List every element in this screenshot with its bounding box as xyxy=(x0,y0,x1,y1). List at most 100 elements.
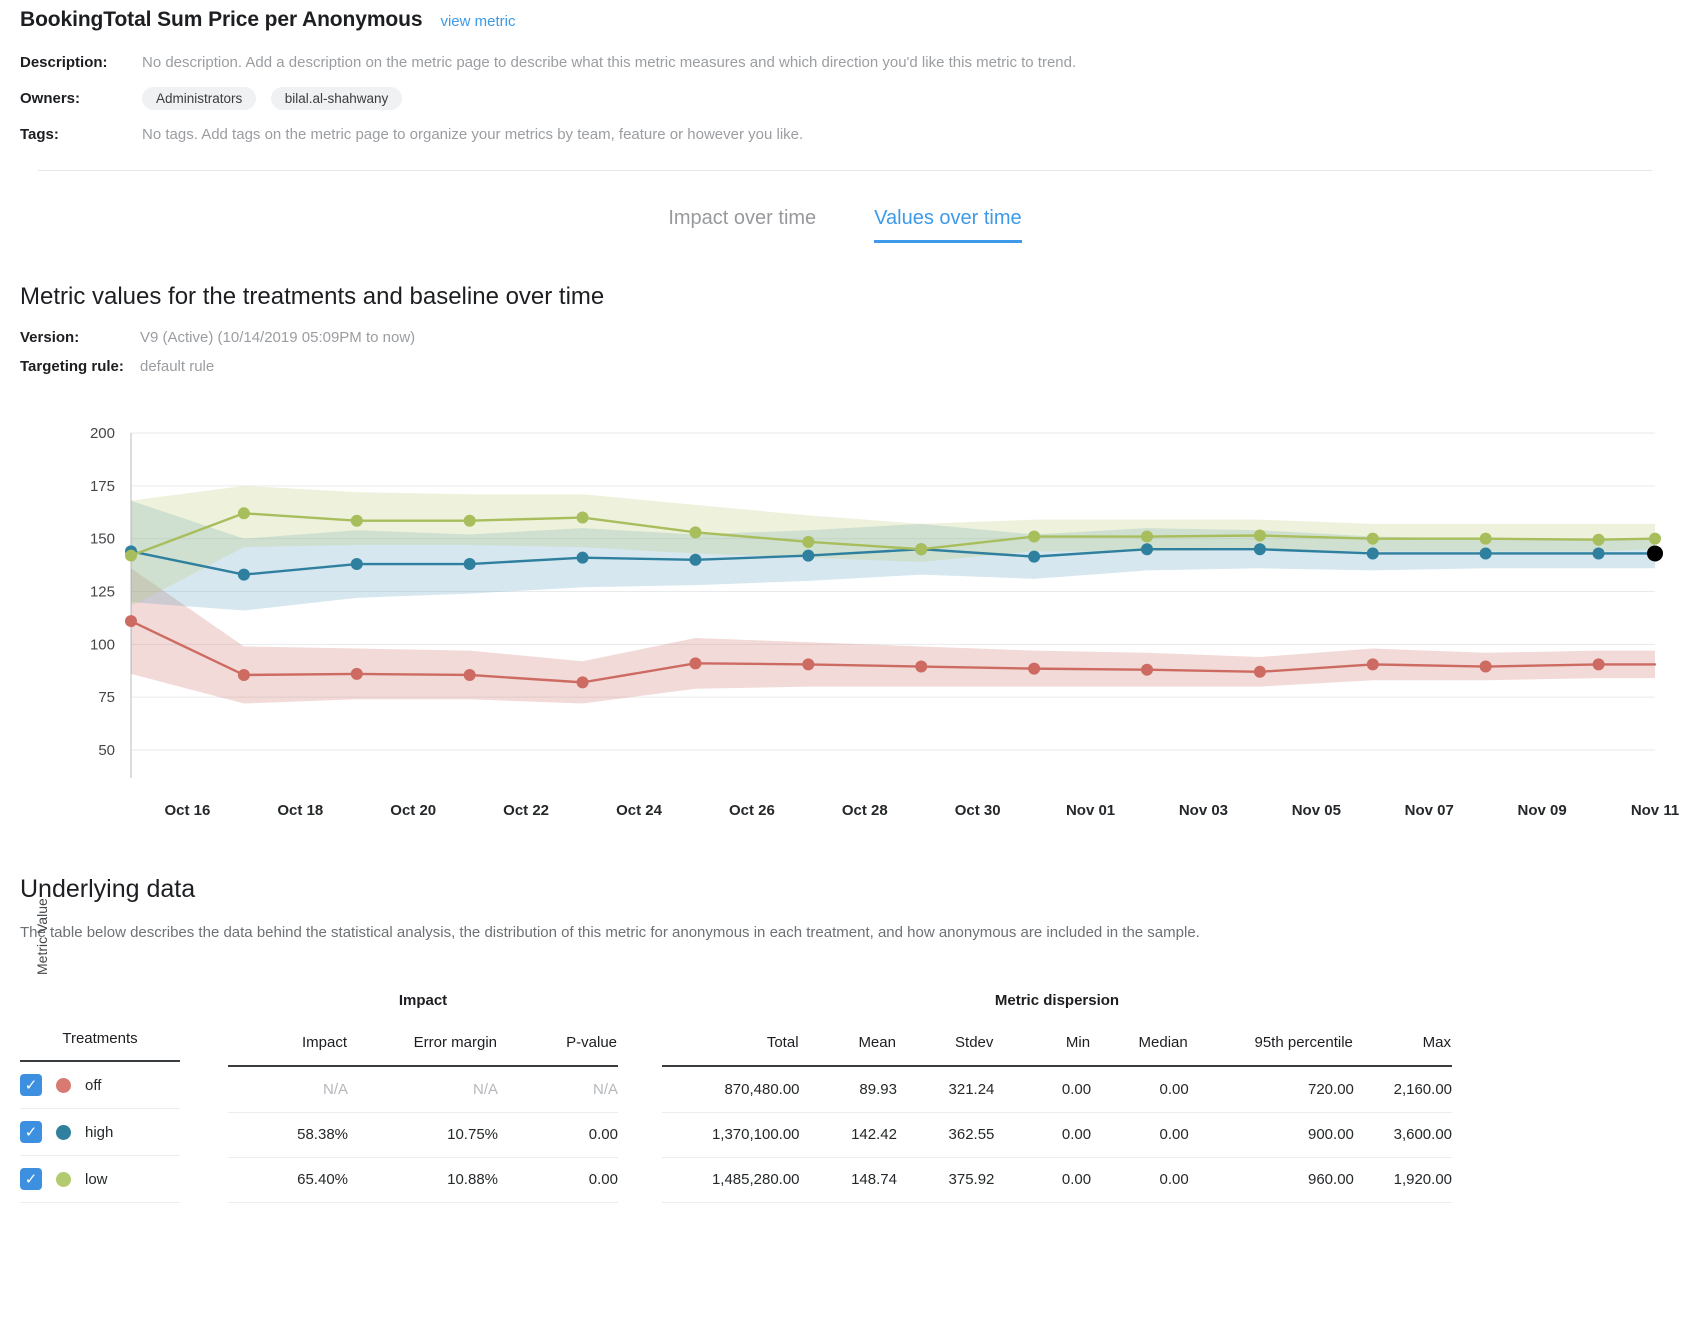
dispersion-column-header: Median xyxy=(1138,1034,1188,1052)
chart-data-point[interactable] xyxy=(802,549,815,562)
treatment-color-swatch xyxy=(56,1124,71,1140)
chart-data-point[interactable] xyxy=(576,676,589,689)
chart-data-point[interactable] xyxy=(1028,662,1041,675)
header-divider xyxy=(38,170,1652,171)
table-row: 58.38% 10.75% 0.00 xyxy=(228,1112,618,1158)
page-header: BookingTotal Sum Price per Anonymous vie… xyxy=(0,0,1690,171)
dispersion-rule xyxy=(662,1064,1452,1068)
chart-data-point[interactable] xyxy=(915,543,928,556)
chart-data-point[interactable] xyxy=(915,660,928,673)
treatment-entry: ✓ low xyxy=(20,1168,180,1190)
chart-data-point[interactable] xyxy=(125,549,137,562)
chart-data-point[interactable] xyxy=(1479,547,1492,560)
chart-data-point[interactable] xyxy=(1592,533,1605,546)
chart-data-point[interactable] xyxy=(1366,547,1379,560)
impact-cell: 0.00 xyxy=(498,1112,618,1158)
chart-confidence-band xyxy=(131,485,1655,607)
dispersion-cell: 1,370,100.00 xyxy=(662,1112,800,1158)
tab-impact-over-time[interactable]: Impact over time xyxy=(668,207,817,229)
chart-data-point[interactable] xyxy=(1141,530,1153,543)
chart-y-tick-label: 150 xyxy=(90,531,115,548)
chart-data-point[interactable] xyxy=(237,568,250,581)
chart-data-point[interactable] xyxy=(350,514,363,527)
chart-data-point[interactable] xyxy=(350,667,363,680)
chart-data-point[interactable] xyxy=(689,526,702,539)
chart-y-tick-label: 175 xyxy=(90,478,115,495)
table-row: 870,480.00 89.93 321.24 0.00 0.00 720.00 2,160… xyxy=(662,1066,1452,1113)
chart-svg[interactable]: 50 75 100 125 150 175 200 Oct 16 Oct 18 Oct 20 Oct… xyxy=(0,415,1690,815)
chart-x-tick-label: Nov 09 xyxy=(1518,802,1567,815)
chart-data-point[interactable] xyxy=(576,511,589,524)
treatment-checkbox[interactable]: ✓ xyxy=(20,1121,42,1143)
values-section-meta: Version: V9 (Active) (10/14/2019 05:09PM… xyxy=(0,329,1690,375)
chart-data-point[interactable] xyxy=(1592,547,1605,560)
dispersion-cell: 375.92 xyxy=(896,1157,995,1204)
impact-table: Impact Impact Error margin P-value N/A N/A N… xyxy=(228,989,618,1204)
view-metric-link[interactable]: view metric xyxy=(440,13,516,30)
chart-data-point[interactable] xyxy=(1028,530,1041,543)
chart-data-point[interactable] xyxy=(1028,550,1041,563)
chart-x-tick-label: Oct 24 xyxy=(616,802,663,815)
owner-chip[interactable]: Administrators xyxy=(142,86,257,110)
chart-x-tick-label: Nov 07 xyxy=(1405,802,1454,815)
chart-data-point[interactable] xyxy=(237,668,250,681)
underlying-data-tables: Treatments ✓ off ✓ high ✓ low Impact Impact Er… xyxy=(0,989,1690,1204)
chart-data-point[interactable] xyxy=(802,658,815,671)
table-row: ✓ low xyxy=(20,1155,180,1203)
tab-values-over-time[interactable]: Values over time xyxy=(874,207,1022,243)
chart-data-point[interactable] xyxy=(1479,532,1492,545)
owner-chip[interactable]: bilal.al-shahwany xyxy=(270,86,403,110)
chart-data-point[interactable] xyxy=(463,514,476,527)
chart-x-tick-label: Nov 03 xyxy=(1179,802,1228,815)
chart-y-tick-label: 75 xyxy=(98,689,115,706)
treatments-column-header: Treatments xyxy=(62,1030,138,1047)
treatment-label: high xyxy=(85,1123,114,1141)
chart-data-point[interactable] xyxy=(1253,529,1266,542)
dispersion-cell: 0.00 xyxy=(994,1066,1092,1113)
chart-y-axis-label: Metric Value xyxy=(34,898,50,975)
chart-data-point[interactable] xyxy=(237,507,250,520)
treatment-cell: ✓ off xyxy=(20,1061,180,1109)
dispersion-cell: 960.00 xyxy=(1188,1157,1354,1204)
chart-x-tick-label: Oct 26 xyxy=(729,802,775,815)
underlying-data-title: Underlying data xyxy=(20,875,196,903)
values-over-time-chart[interactable]: Metric Value 50 75 100 125 150 175 200 Oct 16 Oc… xyxy=(0,415,1690,975)
title-row: BookingTotal Sum Price per Anonymous vie… xyxy=(20,8,1670,32)
treatment-color-swatch xyxy=(56,1077,71,1093)
chart-data-point[interactable] xyxy=(802,535,815,548)
chart-data-point[interactable] xyxy=(1479,660,1492,673)
chart-data-point[interactable] xyxy=(1649,532,1661,545)
chart-data-point[interactable] xyxy=(1366,658,1379,671)
impact-cell: 10.88% xyxy=(348,1157,498,1204)
chart-highlight-point[interactable] xyxy=(1647,545,1663,562)
chart-data-point[interactable] xyxy=(125,615,137,628)
owners-label: Owners: xyxy=(20,89,81,107)
treatment-checkbox[interactable]: ✓ xyxy=(20,1074,42,1096)
chart-data-point[interactable] xyxy=(689,657,702,670)
treatment-color-swatch xyxy=(56,1171,71,1187)
chart-data-point[interactable] xyxy=(1141,663,1153,676)
dispersion-cell: 870,480.00 xyxy=(662,1066,800,1113)
chart-data-point[interactable] xyxy=(1141,543,1153,556)
tab-bar: Impact over time Values over time xyxy=(0,207,1690,243)
owners-chips: Administrators bilal.al-shahwany xyxy=(142,86,412,110)
treatment-entry: ✓ high xyxy=(20,1121,180,1143)
chart-y-tick-label: 50 xyxy=(98,742,115,759)
chart-data-point[interactable] xyxy=(1253,665,1266,678)
impact-column-header: Error margin xyxy=(413,1034,497,1052)
chart-data-point[interactable] xyxy=(1366,532,1379,545)
chart-data-point[interactable] xyxy=(350,558,363,571)
dispersion-cell: 89.93 xyxy=(799,1066,897,1113)
chart-data-point[interactable] xyxy=(1253,543,1266,556)
chart-y-tick-label: 100 xyxy=(90,636,115,653)
chart-data-point[interactable] xyxy=(463,668,476,681)
tags-value: No tags. Add tags on the metric page to … xyxy=(142,125,804,143)
treatments-rule xyxy=(20,1059,180,1062)
chart-data-point[interactable] xyxy=(463,558,476,571)
tags-label: Tags: xyxy=(20,125,59,143)
dispersion-cell: 0.00 xyxy=(994,1112,1092,1158)
chart-data-point[interactable] xyxy=(1592,658,1605,671)
chart-data-point[interactable] xyxy=(576,551,589,564)
treatment-checkbox[interactable]: ✓ xyxy=(20,1168,42,1190)
chart-data-point[interactable] xyxy=(689,553,702,566)
